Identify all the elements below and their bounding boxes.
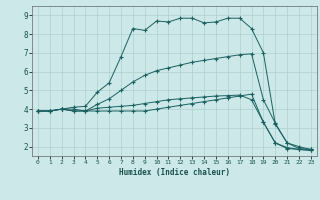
X-axis label: Humidex (Indice chaleur): Humidex (Indice chaleur) [119,168,230,177]
